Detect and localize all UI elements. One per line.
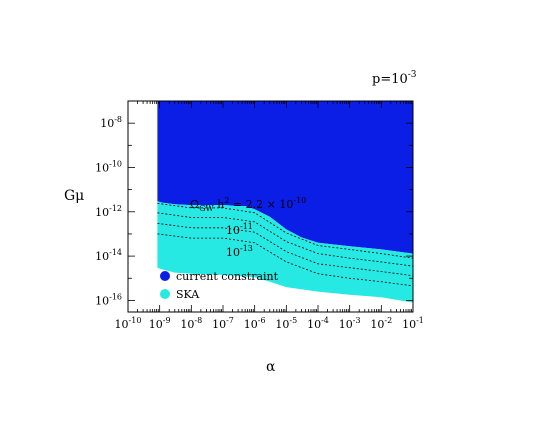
x-tick-label: 10-7 <box>212 316 234 331</box>
region-current-constraint <box>157 101 413 254</box>
y-tick-label: 10-12 <box>95 204 122 219</box>
param-label: p=10-3 <box>372 70 417 87</box>
x-tick-label: 10-1 <box>402 316 424 331</box>
annotation-1e-11: 10-11 <box>226 222 253 237</box>
contour-line-2 <box>157 223 414 277</box>
region-ska <box>157 201 413 303</box>
param-label-exp: -3 <box>408 70 417 80</box>
plot-frame <box>127 100 414 313</box>
y-tick-label: 10-14 <box>95 248 122 263</box>
x-tick-label: 10-10 <box>115 316 142 331</box>
annotation-omega: ΩGW h2 = 2.2 × 10-10 <box>190 196 306 213</box>
contour-line-3 <box>157 233 414 287</box>
y-tick-label: 10-10 <box>95 159 122 174</box>
regions <box>157 101 413 303</box>
legend: current constraint SKA <box>160 270 279 301</box>
y-tick-labels: 10-8 10-10 10-12 10-14 10-16 <box>95 115 122 307</box>
x-tick-label: 10-8 <box>180 316 202 331</box>
plot-area <box>127 100 414 313</box>
legend-label-current-constraint: current constraint <box>176 270 279 283</box>
x-tick-label: 10-6 <box>244 316 266 331</box>
legend-label-ska: SKA <box>176 288 200 301</box>
contour-lines <box>157 203 414 287</box>
y-axis-label: Gμ <box>64 188 84 204</box>
x-tick-label: 10-4 <box>307 316 329 331</box>
x-axis-label: α <box>266 359 276 375</box>
contour-line-1 <box>157 212 414 267</box>
x-tick-labels: 10-10 10-9 10-8 10-7 10-6 10-5 10-4 10-3 10-2 10-… <box>115 316 424 331</box>
legend-marker-current-constraint <box>160 271 170 281</box>
param-label-base: p=10 <box>372 72 408 87</box>
y-tick-label: 10-16 <box>95 292 122 307</box>
x-tick-label: 10-5 <box>275 316 297 331</box>
y-tick-label: 10-8 <box>100 115 122 130</box>
x-tick-label: 10-2 <box>370 316 392 331</box>
axis-ticks <box>127 100 414 312</box>
annotation-1e-13: 10-13 <box>226 244 253 259</box>
legend-marker-ska <box>160 289 170 299</box>
x-tick-label: 10-3 <box>339 316 361 331</box>
x-tick-label: 10-9 <box>149 316 171 331</box>
contour-line-0 <box>157 203 414 259</box>
